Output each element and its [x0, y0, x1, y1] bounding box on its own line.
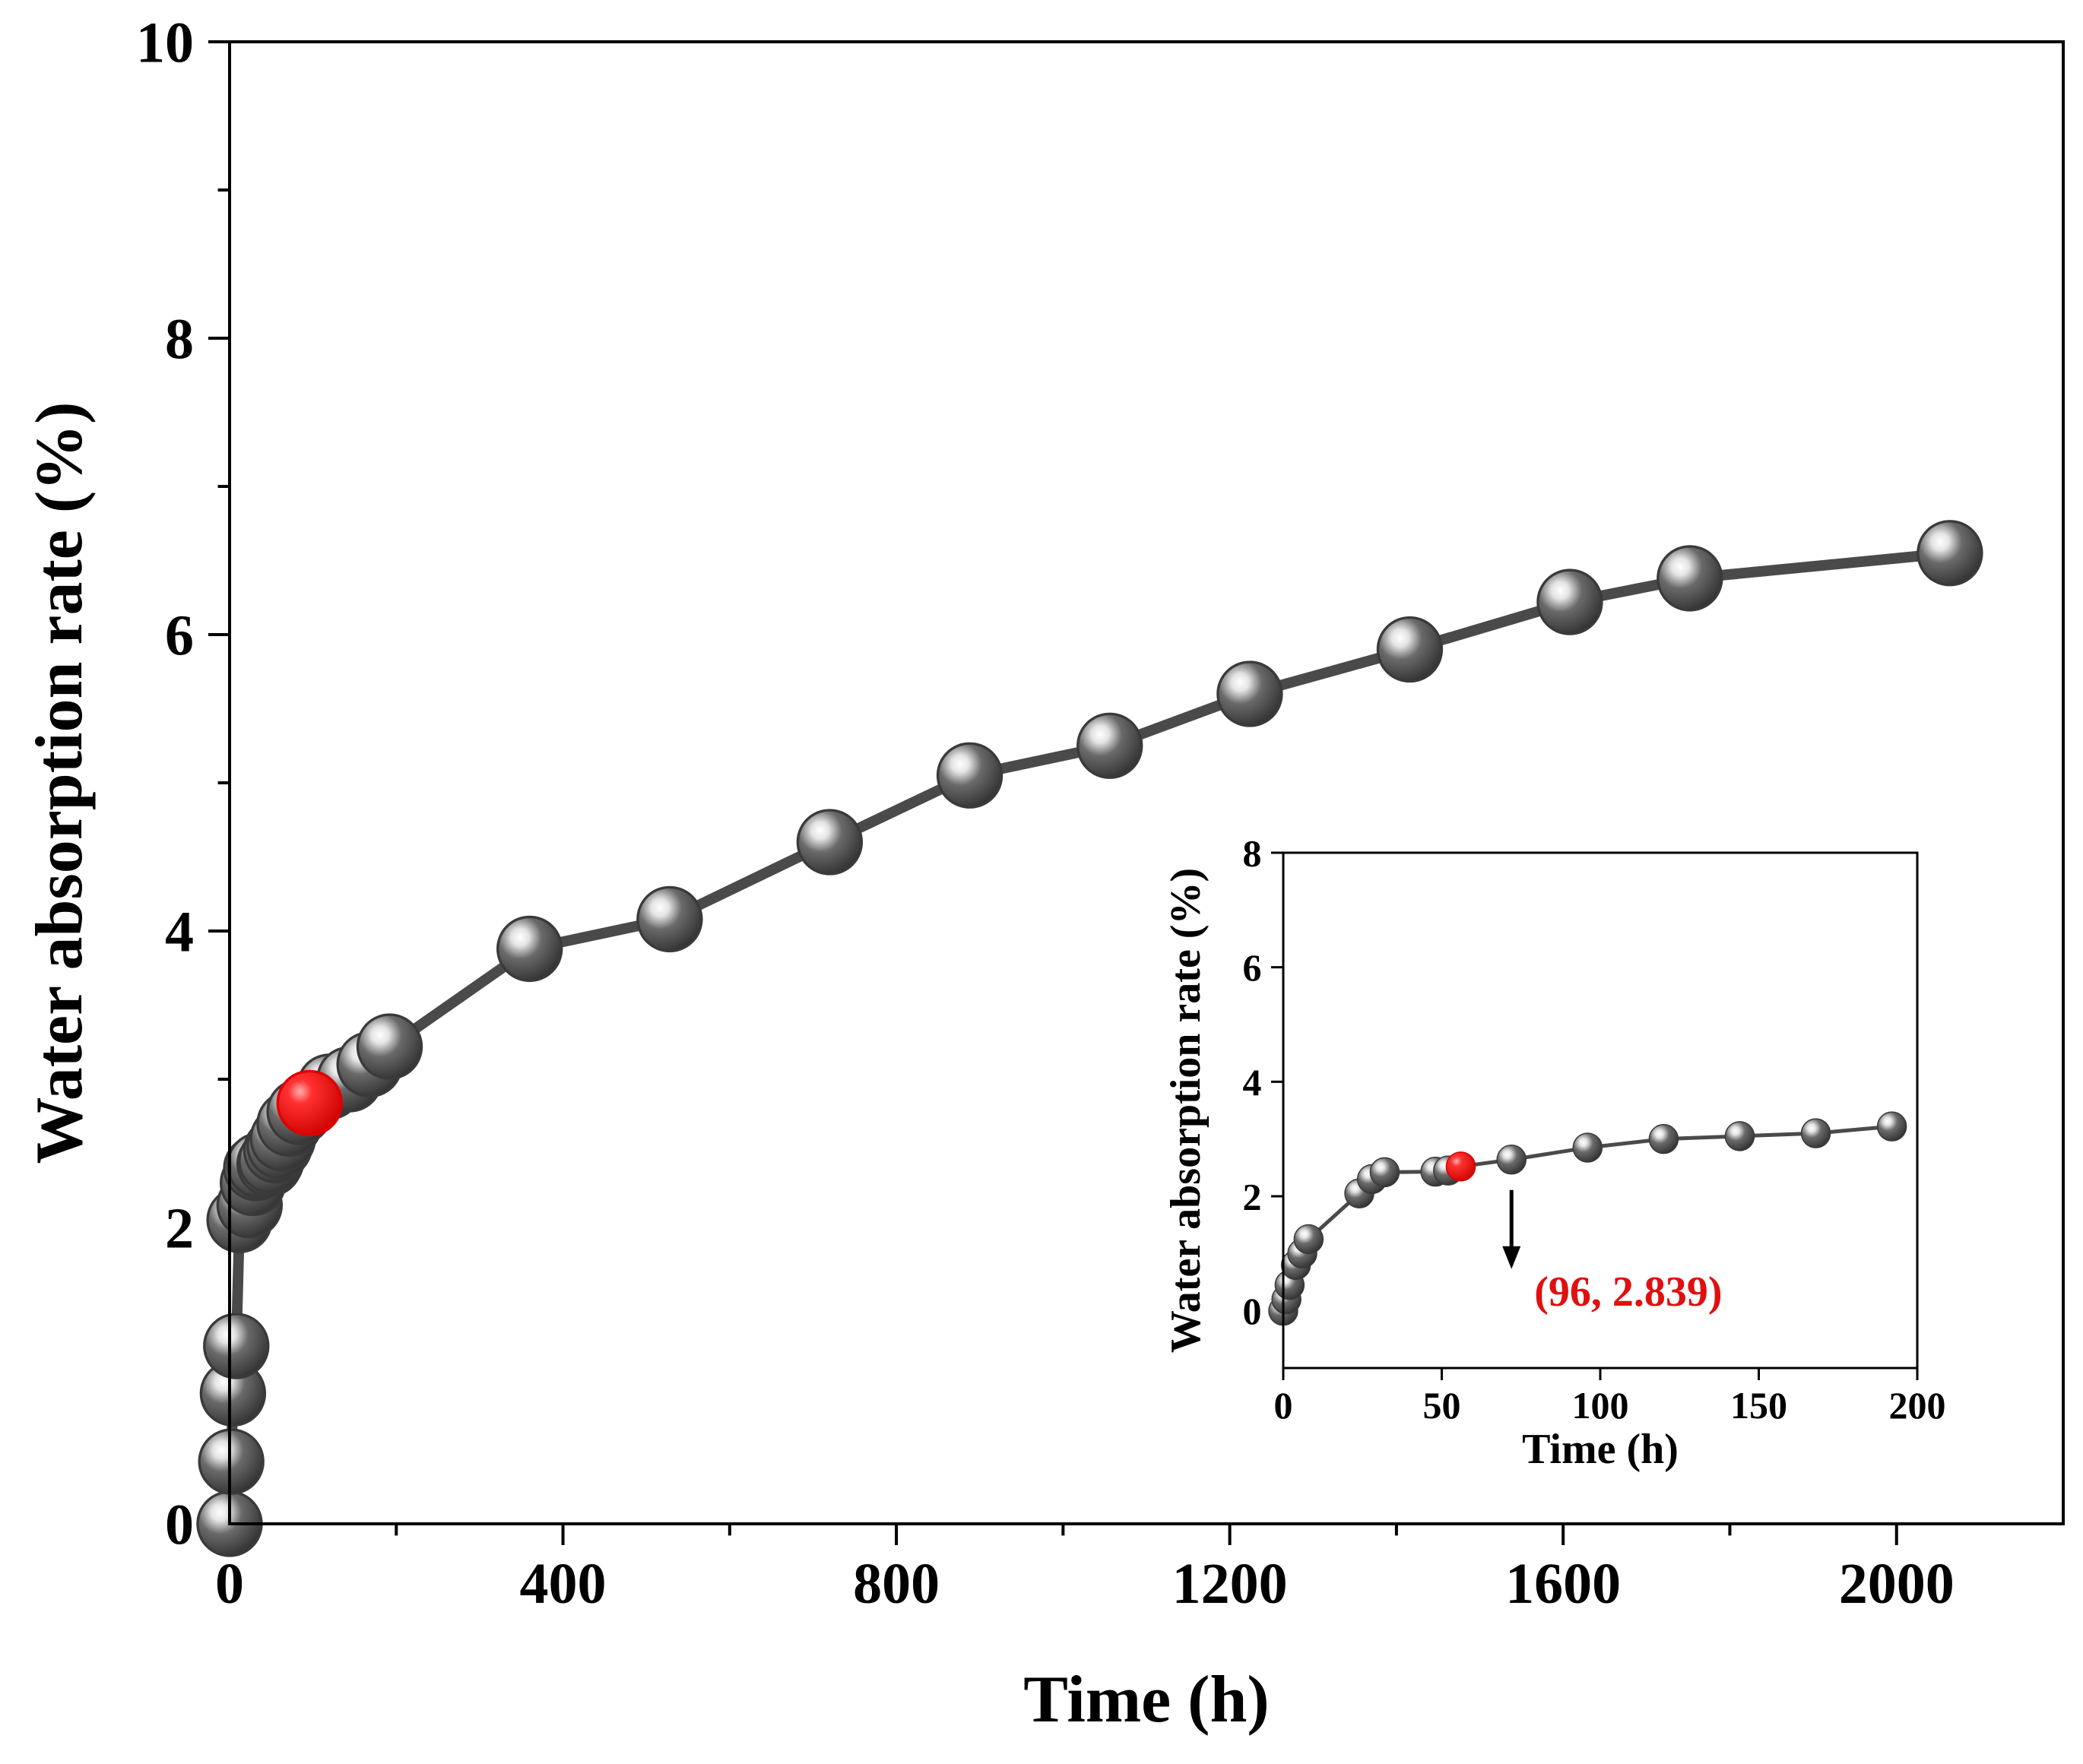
main-x-tick-label: 0 [215, 1552, 244, 1616]
inset-data-point [1572, 1132, 1603, 1163]
inset-y-tick-label: 2 [1243, 1176, 1262, 1218]
main-y-tick-label: 6 [165, 604, 194, 668]
inset-y-tick-label: 4 [1243, 1061, 1262, 1104]
main-data-point [496, 915, 563, 983]
main-data-point [1076, 712, 1143, 779]
main-x-tick-label: 1200 [1172, 1552, 1288, 1616]
inset-highlight-point [1445, 1151, 1476, 1182]
inset-annotation: (96, 2.839) [1502, 1189, 1723, 1316]
inset-data-point [1293, 1224, 1324, 1255]
inset-x-tick-label: 100 [1572, 1384, 1629, 1427]
inset-y-tick-label: 0 [1243, 1290, 1262, 1332]
inset-x-tick-label: 0 [1274, 1384, 1293, 1427]
inset-x-tick-label: 200 [1889, 1384, 1946, 1427]
main-x-axis-label: Time (h) [1023, 1663, 1269, 1737]
main-data-point [1917, 520, 1983, 587]
inset-data-point [1648, 1123, 1679, 1154]
main-data-point [636, 885, 703, 953]
inset-plot: 0 50 100 150 200 0 2 4 6 8 (96, 2.839) Time (h) W… [1162, 832, 1946, 1474]
main-data-point [1536, 568, 1603, 635]
main-x-tick-label: 1600 [1505, 1552, 1621, 1616]
inset-data-point [1876, 1111, 1907, 1142]
main-data-point [1657, 545, 1723, 612]
main-data-point [198, 1428, 265, 1495]
main-y-tick-label: 2 [165, 1197, 194, 1261]
main-data-point [1376, 616, 1444, 683]
annotation-label: (96, 2.839) [1534, 1268, 1722, 1316]
inset-data-point [1369, 1157, 1400, 1188]
inset-background [1283, 853, 1917, 1368]
inset-plot-frame [1282, 851, 1919, 1370]
inset-y-tick-label: 6 [1243, 946, 1262, 989]
main-x-tick-label: 400 [520, 1552, 607, 1616]
main-data-point [796, 809, 864, 876]
main-x-tick-label: 2000 [1839, 1552, 1955, 1616]
inset-tick-labels: 0 50 100 150 200 0 2 4 6 8 [1243, 832, 1946, 1427]
inset-data-point [1496, 1145, 1527, 1175]
inset-x-axis-label: Time (h) [1522, 1426, 1679, 1473]
main-y-tick-label: 4 [165, 901, 194, 964]
main-data-point [203, 1313, 270, 1379]
main-y-tick-label: 0 [165, 1493, 194, 1557]
inset-y-axis-label: Water absorption rate (%) [1162, 868, 1210, 1353]
inset-y-tick-label: 8 [1243, 832, 1262, 875]
main-data-point [1216, 660, 1283, 727]
main-series [196, 520, 1983, 1557]
main-data-point [936, 742, 1003, 809]
main-y-tick-label: 8 [165, 308, 194, 372]
main-data-point [356, 1013, 423, 1080]
main-highlight-point [276, 1069, 343, 1137]
main-x-tick-label: 800 [853, 1552, 940, 1616]
inset-x-tick-label: 150 [1730, 1384, 1787, 1427]
main-y-tick-label: 10 [136, 11, 194, 75]
annotation-arrow-head [1502, 1246, 1521, 1269]
main-plot-frame [228, 40, 2065, 1525]
inset-data-point [1724, 1121, 1755, 1151]
main-y-axis-label: Water absorption rate (%) [23, 402, 97, 1164]
inset-series [1268, 1111, 1907, 1326]
inset-data-point [1800, 1118, 1831, 1148]
inset-x-tick-label: 50 [1423, 1384, 1461, 1427]
